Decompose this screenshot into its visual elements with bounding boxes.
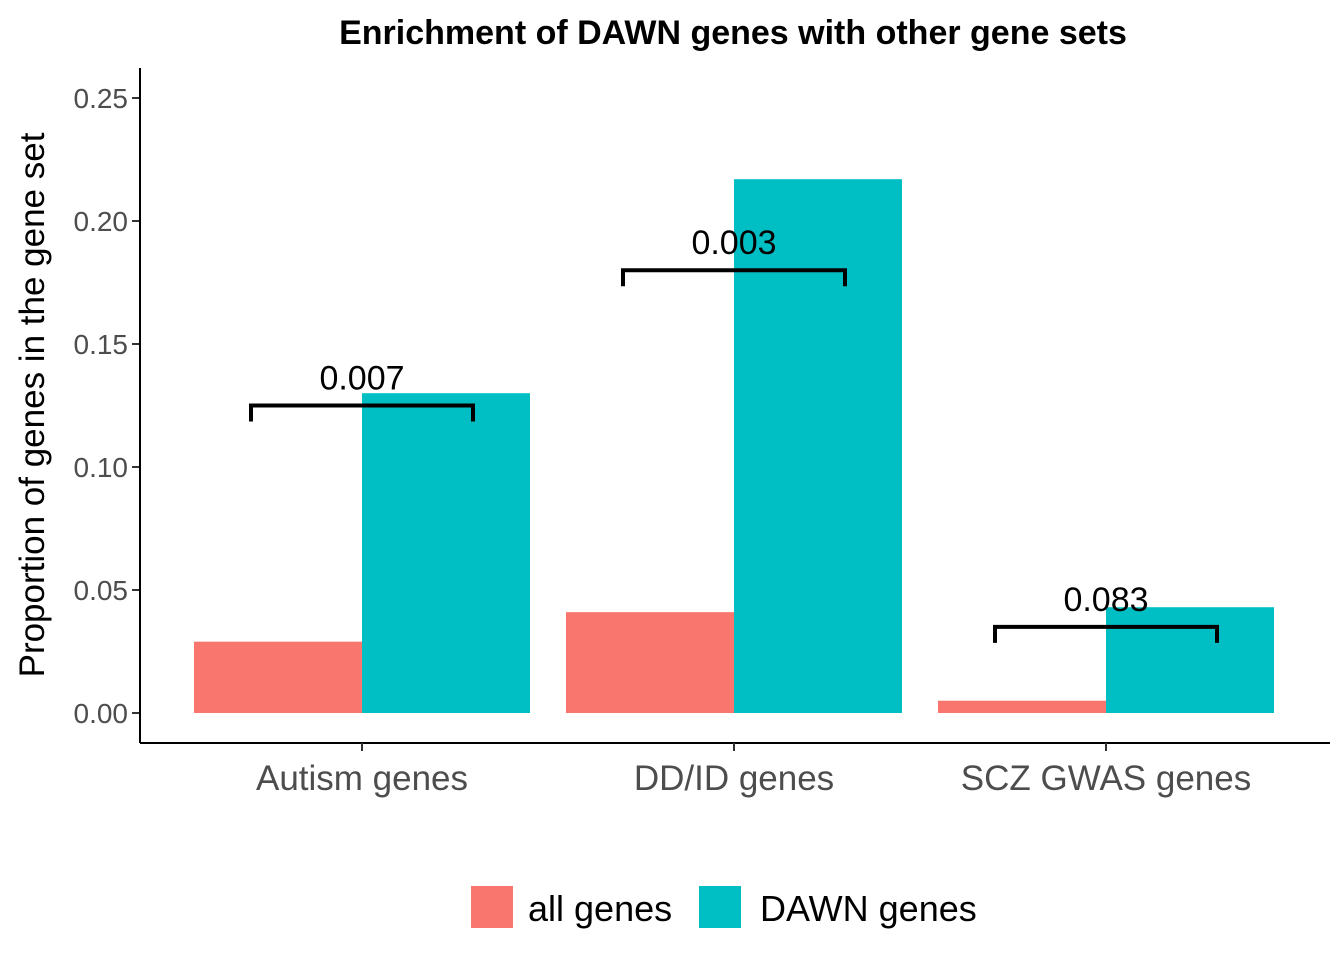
bar xyxy=(194,641,362,713)
significance-bracket xyxy=(249,403,475,422)
bar xyxy=(938,700,1106,713)
y-tick-label: 0.05 xyxy=(74,575,129,606)
significance-bracket xyxy=(993,624,1219,643)
bar xyxy=(362,393,530,713)
y-tick-label: 0.00 xyxy=(74,698,129,729)
y-tick-label: 0.25 xyxy=(74,83,129,114)
x-tick-label: SCZ GWAS genes xyxy=(961,759,1251,798)
legend: all genes DAWN genes xyxy=(471,886,977,929)
bar xyxy=(566,612,734,713)
legend-label: DAWN genes xyxy=(760,888,977,929)
y-tick-label: 0.20 xyxy=(74,206,129,237)
bars xyxy=(194,179,1274,713)
significance-annotations: 0.007 0.003 0.083 xyxy=(249,224,1219,643)
y-axis-label: Proportion of genes in the gene set xyxy=(13,132,52,677)
x-tick-label: Autism genes xyxy=(256,759,468,798)
p-value-label: 0.003 xyxy=(691,224,776,262)
significance-bracket xyxy=(621,268,847,287)
y-axis-ticks: 0.00 0.05 0.10 0.15 0.20 0.25 xyxy=(74,83,140,729)
legend-label: all genes xyxy=(528,888,672,929)
y-tick-label: 0.15 xyxy=(74,329,129,360)
legend-swatch xyxy=(699,886,741,928)
legend-swatch xyxy=(471,886,513,928)
chart-title: Enrichment of DAWN genes with other gene… xyxy=(339,14,1127,52)
y-tick-label: 0.10 xyxy=(74,452,129,483)
x-tick-label: DD/ID genes xyxy=(634,759,834,798)
p-value-label: 0.007 xyxy=(319,360,404,398)
bar xyxy=(734,179,902,713)
x-axis-ticks: Autism genes DD/ID genes SCZ GWAS genes xyxy=(256,743,1251,798)
bar xyxy=(1106,607,1274,713)
p-value-label: 0.083 xyxy=(1063,581,1148,619)
